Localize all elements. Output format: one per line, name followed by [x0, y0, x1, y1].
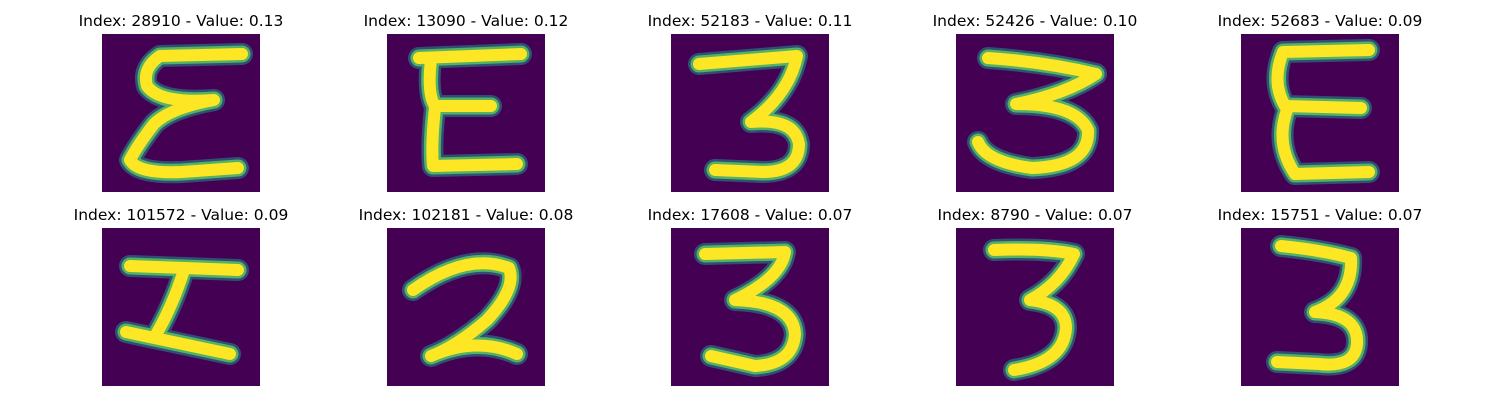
digit-image-7 [387, 228, 545, 386]
digit-image-8 [671, 228, 829, 386]
panel-title-3: Index: 52183 - Value: 0.11 [647, 12, 853, 30]
panel-title-6: Index: 101572 - Value: 0.09 [73, 206, 289, 224]
glyph-e-2 [408, 43, 532, 177]
digit-image-9 [956, 228, 1114, 386]
digit-image-5 [1241, 34, 1399, 192]
panel-title-10: Index: 15751 - Value: 0.07 [1217, 206, 1423, 224]
panel-title-9: Index: 8790 - Value: 0.07 [937, 206, 1133, 224]
digit-image-4 [956, 34, 1114, 192]
digit-image-3 [671, 34, 829, 192]
glyph-3-1 [688, 45, 810, 183]
glyph-e-3 [1266, 39, 1380, 185]
panel-title-7: Index: 102181 - Value: 0.08 [358, 206, 574, 224]
glyph-3-2 [967, 47, 1107, 179]
panel-title-8: Index: 17608 - Value: 0.07 [647, 206, 853, 224]
panel-title-4: Index: 52426 - Value: 0.10 [932, 12, 1138, 30]
panel-title-1: Index: 28910 - Value: 0.13 [78, 12, 284, 30]
glyph-3-3 [694, 241, 806, 377]
glyph-e-1 [119, 43, 253, 184]
digit-image-1 [102, 34, 260, 192]
digit-image-6 [102, 228, 260, 386]
panel-title-2: Index: 13090 - Value: 0.12 [363, 12, 569, 30]
digit-image-10 [1241, 228, 1399, 386]
glyph-3-4 [983, 238, 1085, 381]
glyph-i-1 [115, 255, 249, 365]
glyph-2-1 [402, 252, 528, 367]
digit-image-2 [387, 34, 545, 192]
glyph-3-5 [1266, 235, 1369, 376]
panel-title-5: Index: 52683 - Value: 0.09 [1217, 12, 1423, 30]
